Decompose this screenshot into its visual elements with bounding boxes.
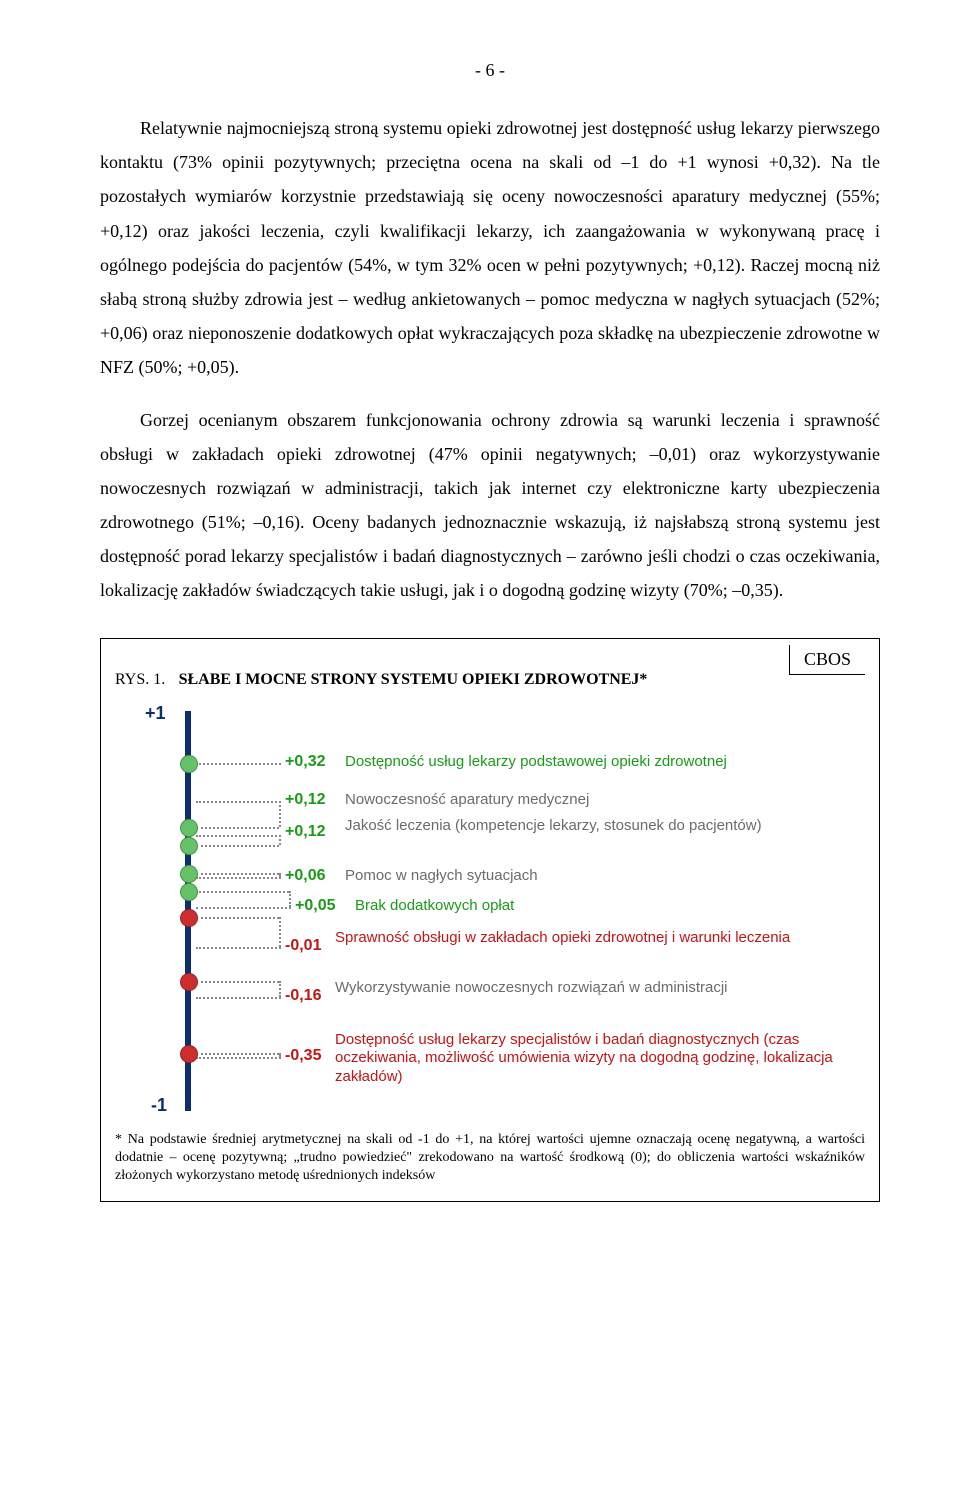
chart-value: +0,12 [285, 791, 325, 809]
chart-value: +0,12 [285, 823, 325, 841]
figure-box: CBOS RYS. 1. SŁABE I MOCNE STRONY SYSTEM… [100, 638, 880, 1203]
chart-dot [180, 973, 198, 991]
leader-line [196, 997, 281, 999]
cbos-label: CBOS [789, 645, 865, 675]
leader-line [196, 947, 281, 949]
leader-line [196, 917, 279, 919]
leader-jog [279, 835, 281, 845]
figure-caption: SŁABE I MOCNE STRONY SYSTEMU OPIEKI ZDRO… [179, 671, 648, 688]
chart-dot [180, 755, 198, 773]
leader-line [196, 835, 281, 837]
axis-bottom-label: -1 [151, 1095, 167, 1116]
leader-jog [279, 801, 281, 827]
chart-desc: Brak dodatkowych opłat [355, 897, 514, 916]
paragraph-2: Gorzej ocenianym obszarem funkcjonowania… [100, 403, 880, 608]
chart-area: +1 -1 +0,32 Dostępność usług lekarzy pods… [135, 701, 865, 1121]
page-number: - 6 - [100, 60, 880, 81]
chart-desc: Dostępność usług lekarzy specjalistów i … [335, 1031, 835, 1087]
chart-desc: Nowoczesność aparatury medycznej [345, 791, 589, 810]
chart-value: +0,32 [285, 753, 325, 771]
chart-value: -0,35 [285, 1047, 321, 1065]
leader-line [196, 1053, 279, 1055]
chart-desc: Jakość leczenia (kompetencje lekarzy, st… [345, 817, 762, 836]
leader-line [196, 1057, 281, 1059]
leader-line [196, 827, 279, 829]
chart-dot [180, 865, 198, 883]
axis-top-label: +1 [145, 703, 166, 724]
chart-desc: Dostępność usług lekarzy podstawowej opi… [345, 753, 727, 772]
chart-value: -0,01 [285, 937, 321, 955]
paragraph-1: Relatywnie najmocniejszą stroną systemu … [100, 111, 880, 385]
chart-desc: Wykorzystywanie nowoczesnych rozwiązań w… [335, 979, 728, 998]
leader-jog [279, 981, 281, 997]
chart-value: +0,06 [285, 867, 325, 885]
leader-line [196, 907, 291, 909]
chart-desc: Sprawność obsługi w zakładach opieki zdr… [335, 929, 790, 948]
chart-value: -0,16 [285, 987, 321, 1005]
leader-jog [279, 1053, 281, 1057]
leader-line [196, 845, 279, 847]
figure-ref: RYS. 1. [115, 671, 165, 688]
chart-dot [180, 883, 198, 901]
leader-jog [289, 891, 291, 907]
chart-dot [180, 909, 198, 927]
chart-value: +0,05 [295, 897, 335, 915]
leader-jog [279, 873, 281, 877]
figure-title-row: RYS. 1. SŁABE I MOCNE STRONY SYSTEMU OPI… [115, 671, 865, 689]
leader-line [196, 801, 281, 803]
leader-line [196, 891, 289, 893]
leader-line [196, 981, 279, 983]
chart-dot [180, 837, 198, 855]
chart-dot [180, 1045, 198, 1063]
leader-line [196, 877, 281, 879]
figure-footnote: * Na podstawie średniej arytmetycznej na… [115, 1131, 865, 1186]
leader-jog [279, 917, 281, 947]
leader-line [196, 873, 279, 875]
leader-line [196, 763, 281, 765]
chart-desc: Pomoc w nagłych sytuacjach [345, 867, 538, 886]
